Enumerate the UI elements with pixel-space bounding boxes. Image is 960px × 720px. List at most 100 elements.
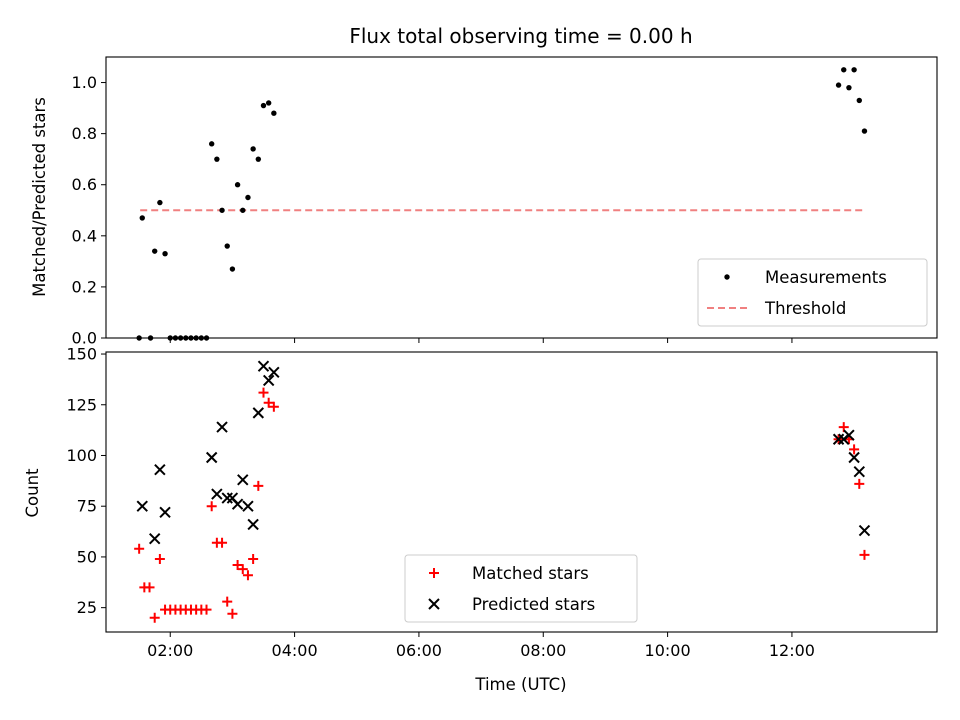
top-panel: 0.0 0.2 0.4 0.6 0.8 1.0 Measurements Threshold <box>72 56 938 348</box>
data-point <box>217 537 228 548</box>
data-point <box>232 560 243 571</box>
data-point <box>206 501 217 512</box>
data-point <box>208 141 215 147</box>
data-point <box>216 421 228 433</box>
data-point <box>859 549 870 560</box>
data-point <box>255 156 262 162</box>
y-tick-label: 125 <box>66 395 97 414</box>
data-point <box>858 524 871 537</box>
data-point <box>219 207 225 213</box>
legend: Measurements Threshold <box>697 258 928 327</box>
data-point <box>832 433 845 445</box>
legend-label: Measurements <box>765 268 887 287</box>
data-point <box>257 360 270 372</box>
y-tick-label: 1.0 <box>72 73 97 92</box>
data-point <box>258 387 269 398</box>
data-point <box>157 199 163 206</box>
data-point <box>237 564 248 575</box>
top-chart-ylabel: Matched/Predicted stars <box>30 97 49 297</box>
data-point <box>205 451 218 464</box>
bottom-chart-xlabel: Time (UTC) <box>474 675 566 694</box>
data-point <box>861 128 868 134</box>
y-tick-label: 50 <box>77 547 97 566</box>
y-tick-label: 100 <box>66 446 97 465</box>
y-tick-label: 0.8 <box>72 124 97 143</box>
data-point <box>260 102 267 109</box>
data-point <box>253 480 264 491</box>
data-point <box>134 543 145 554</box>
data-point <box>849 444 860 455</box>
axes-frame <box>105 56 938 339</box>
data-point <box>851 67 857 73</box>
legend-label: Threshold <box>764 299 846 318</box>
legend-marker <box>429 568 439 578</box>
x-tick-label: 10:00 <box>645 641 691 660</box>
data-point <box>227 608 238 619</box>
data-point <box>144 582 155 593</box>
y-tick-label: 0.6 <box>72 175 97 194</box>
data-point <box>250 146 256 152</box>
data-point <box>148 532 161 545</box>
y-tick-label: 0.0 <box>72 329 97 348</box>
data-point <box>268 401 279 412</box>
series-measurements <box>136 67 868 341</box>
data-point <box>221 492 233 504</box>
data-point <box>139 215 145 221</box>
data-point <box>271 110 277 116</box>
x-tick-label: 02:00 <box>147 641 193 660</box>
legend-label: Predicted stars <box>472 595 595 614</box>
data-point <box>136 500 148 512</box>
x-tick-label: 06:00 <box>396 641 442 660</box>
data-point <box>201 604 212 615</box>
data-point <box>843 429 855 441</box>
data-point <box>263 397 274 408</box>
y-tick-label: 75 <box>77 497 97 516</box>
legend-box <box>404 554 638 623</box>
data-point <box>237 474 249 486</box>
data-point <box>262 374 275 387</box>
data-point <box>841 67 847 73</box>
bottom-panel: 25 50 75 100 125 150 02:00 04:00 06:00 08:00 10:00… <box>66 345 938 660</box>
data-point <box>242 500 254 512</box>
data-point <box>848 451 860 464</box>
data-point <box>211 488 223 500</box>
x-tick-label: 12:00 <box>769 641 815 660</box>
legend-box <box>697 258 928 327</box>
series-predicted-stars <box>136 360 871 545</box>
legend-marker <box>428 598 440 610</box>
data-point <box>248 553 259 564</box>
data-point <box>229 266 236 272</box>
data-point <box>159 506 171 518</box>
data-point <box>242 570 253 581</box>
data-point <box>154 553 165 564</box>
data-point <box>265 100 272 106</box>
data-point <box>835 82 842 88</box>
data-point <box>149 612 160 623</box>
data-point <box>222 596 233 607</box>
bottom-chart-ylabel: Count <box>23 468 42 518</box>
y-tick-label: 25 <box>77 598 97 617</box>
y-tick-label: 150 <box>66 345 97 364</box>
data-point <box>245 194 251 201</box>
legend-marker <box>724 274 730 280</box>
data-point <box>224 243 230 249</box>
data-point <box>856 97 862 104</box>
axes-frame <box>105 351 938 633</box>
legend: Matched stars Predicted stars <box>404 554 638 623</box>
legend-label: Matched stars <box>472 564 589 583</box>
data-point <box>268 366 280 378</box>
data-point <box>854 478 865 489</box>
data-point <box>846 84 852 91</box>
y-tick-label: 0.4 <box>72 226 97 245</box>
x-tick-label: 08:00 <box>520 641 566 660</box>
series-matched-stars <box>134 387 870 623</box>
top-chart-title: Flux total observing time = 0.00 h <box>349 24 692 48</box>
data-point <box>162 251 168 257</box>
data-point <box>214 156 220 162</box>
data-point <box>252 407 265 419</box>
y-tick-label: 0.2 <box>72 277 97 296</box>
data-point <box>234 182 241 188</box>
data-point <box>151 248 158 254</box>
x-tick-label: 04:00 <box>272 641 318 660</box>
